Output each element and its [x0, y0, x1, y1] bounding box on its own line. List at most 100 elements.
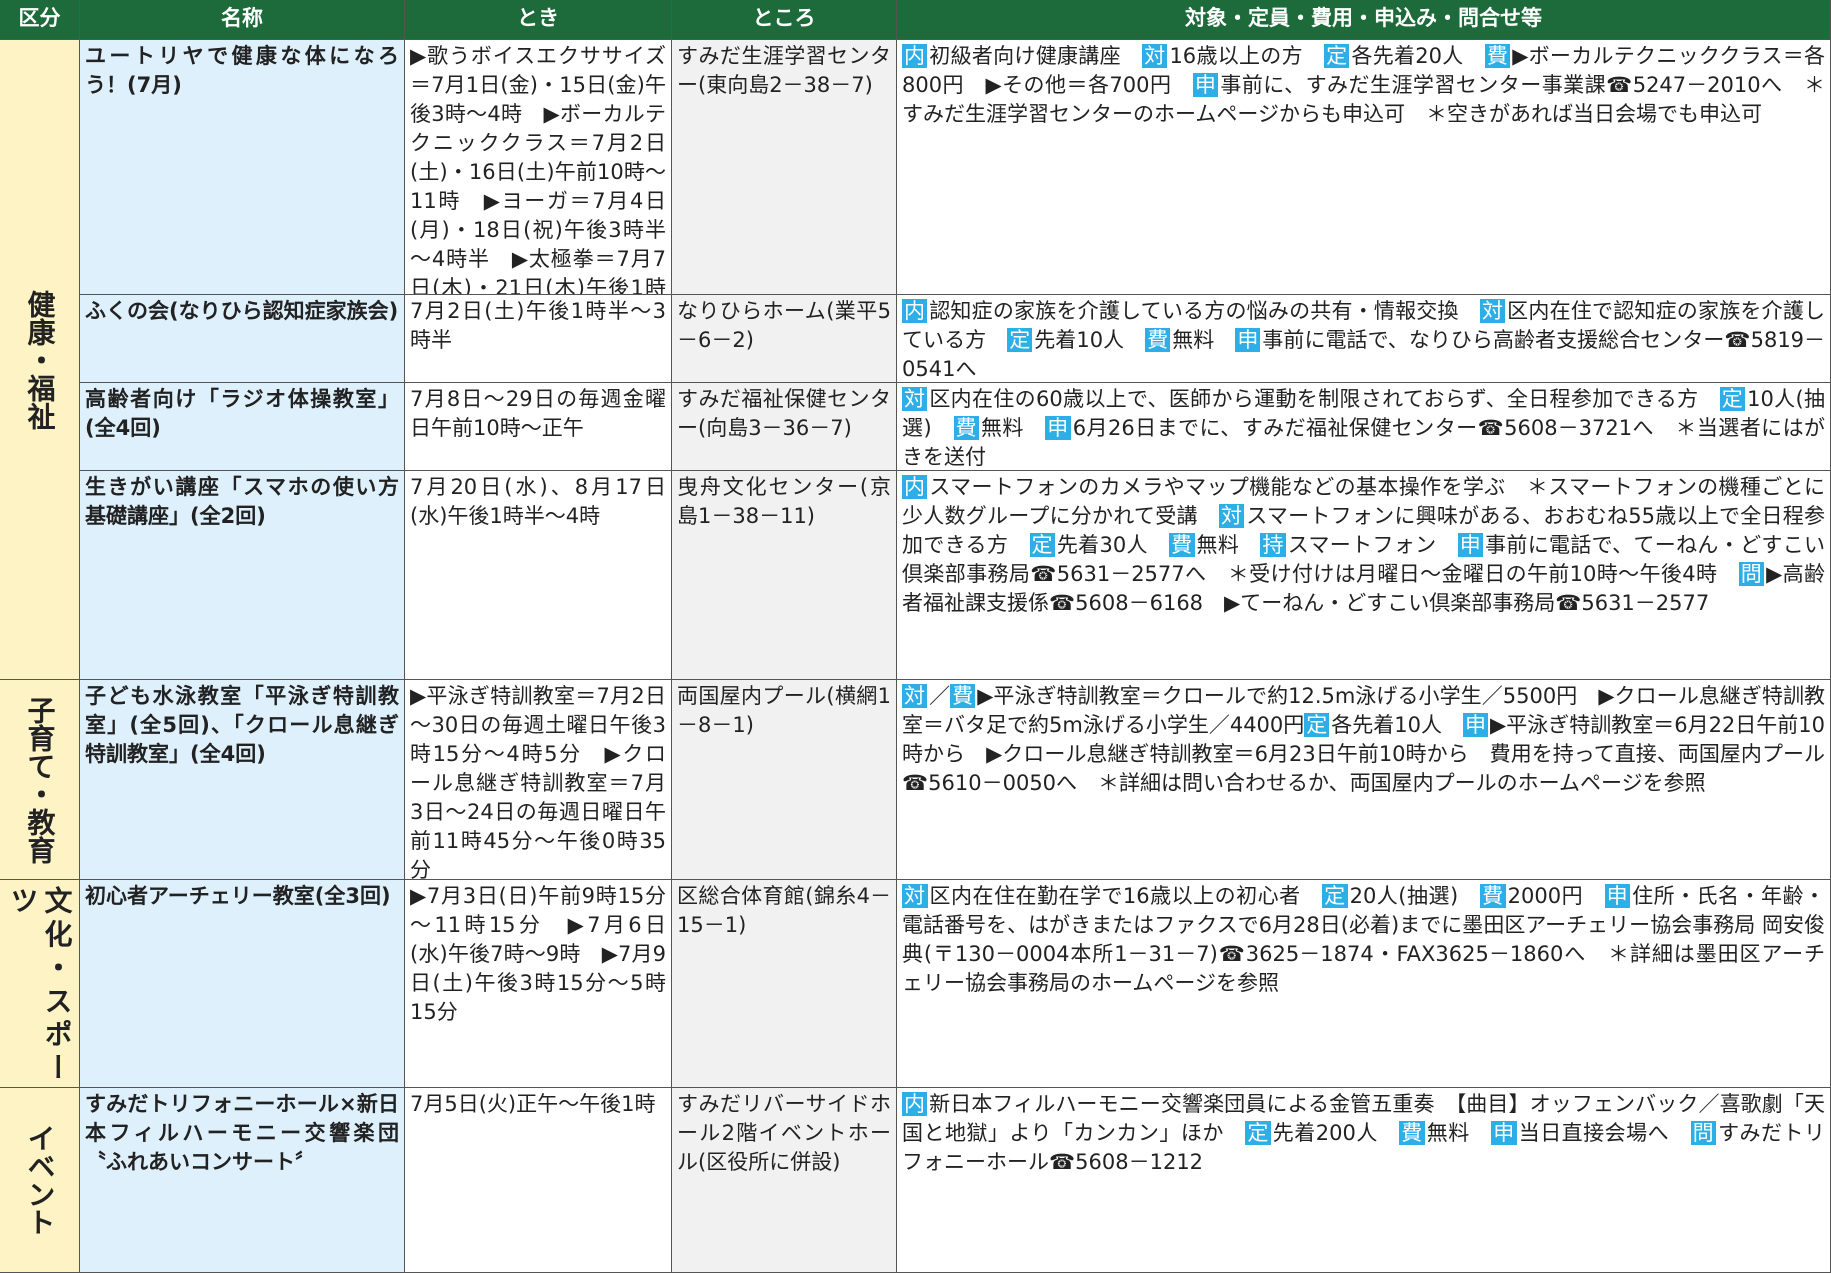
detail-tag: 定	[1007, 328, 1033, 352]
detail-text: 事前に電話で、なりひら高齢者支援総合センター☎5819－0541へ	[902, 328, 1826, 381]
detail-tag: 対	[902, 387, 928, 411]
detail-tag: 費	[1399, 1121, 1425, 1145]
detail-tag: 費	[950, 684, 976, 708]
detail-tag: 持	[1260, 533, 1286, 557]
header-cell: ところ	[672, 0, 897, 40]
detail-text: 各先着20人	[1351, 44, 1485, 68]
detail-text: 先着10人	[1034, 328, 1146, 352]
detail-text: 各先着10人	[1331, 713, 1464, 737]
detail-text: 新日本フィルハーモニー交響楽団員による金管五重奏 【曲目】オッフェンバック／喜歌…	[902, 1092, 1825, 1145]
detail-tag: 定	[1719, 387, 1746, 411]
event-name: 生きがい講座「スマホの使い方基礎講座」(全2回)	[80, 471, 405, 680]
event-name: 初心者アーチェリー教室(全3回)	[80, 880, 405, 1088]
detail-text: 無料	[1196, 533, 1261, 557]
detail-tag: 定	[1324, 44, 1350, 68]
event-details: 対区内在住在勤在学で16歳以上の初心者 定 20人(抽選) 費 2000円 申住所・…	[897, 880, 1831, 1088]
detail-tag: 申	[1463, 713, 1489, 737]
detail-tag: 内	[902, 44, 928, 68]
event-time: 7月8日～29日の毎週金曜日午前10時～正午	[405, 383, 672, 471]
detail-tag: 対	[902, 884, 928, 908]
detail-text: スマートフォンのカメラやマップ機能などの基本操作を学ぶ ＊スマートフォンの機種ご…	[902, 475, 1825, 528]
detail-text: 無料	[980, 416, 1046, 440]
detail-text: 事前に、すみだ生涯学習センター事業課☎5247－2010へ ＊すみだ生涯学習セン…	[902, 73, 1825, 126]
event-details: 対区内在住の60歳以上で、医師から運動を制限されておらず、全日程参加できる方 定…	[897, 383, 1831, 471]
category-cell: 文化・スポーツ	[0, 880, 80, 1088]
detail-tag: 申	[1604, 884, 1631, 908]
detail-text: 無料	[1172, 328, 1236, 352]
detail-tag: 申	[1457, 533, 1484, 557]
detail-text: 当日直接会場へ	[1518, 1121, 1691, 1145]
detail-tag: 費	[1145, 328, 1171, 352]
detail-tag: 対	[1142, 44, 1168, 68]
event-place: すみだリバーサイドホール2階イベントホール(区役所に併設)	[672, 1088, 897, 1273]
detail-text: 6月26日までに、すみだ福祉保健センター☎5608－3721へ ＊当選者にはがき…	[902, 416, 1826, 469]
detail-text: すみだトリフォニーホール☎5608－1212	[902, 1121, 1826, 1174]
detail-tag: 費	[1480, 884, 1506, 908]
detail-tag: 定	[1322, 884, 1348, 908]
detail-tag: 申	[1045, 416, 1071, 440]
detail-text: 2000円	[1507, 884, 1605, 908]
detail-text: ／	[929, 684, 951, 708]
detail-tag: 対	[1218, 504, 1245, 528]
detail-tag: 定	[1029, 533, 1055, 557]
header-cell: 対象・定員・費用・申込み・問合せ等	[897, 0, 1831, 40]
detail-text: 区内在住の60歳以上で、医師から運動を制限されておらず、全日程参加できる方	[929, 387, 1720, 411]
detail-text: 先着200人	[1272, 1121, 1400, 1145]
event-name: ユートリヤで健康な体になろう！(7月)	[80, 40, 405, 295]
detail-text: 先着30人	[1056, 533, 1170, 557]
event-place: 区総合体育館(錦糸4－15－1)	[672, 880, 897, 1088]
event-name: すみだトリフォニーホール×新日本フィルハーモニー交響楽団〝ふれあいコンサート〞	[80, 1088, 405, 1273]
detail-text: 10人(抽選)	[902, 387, 1825, 440]
detail-text: 住所・氏名・年齢・電話番号を、はがきまたはファクスで6月28日(必着)までに墨田…	[902, 884, 1826, 995]
detail-tag: 内	[902, 1092, 928, 1116]
event-place: 両国屋内プール(横網1－8－1)	[672, 680, 897, 880]
header-cell: とき	[405, 0, 672, 40]
event-time: ▶平泳ぎ特訓教室＝7月2日～30日の毎週土曜日午後3時15分～4時5分 ▶クロー…	[405, 680, 672, 880]
detail-text: ▶平泳ぎ特訓教室＝6月22日午前10時から ▶クロール息継ぎ特訓教室＝6月23日…	[902, 713, 1826, 795]
event-place: すみだ生涯学習センター(東向島2－38－7)	[672, 40, 897, 295]
event-place: すみだ福祉保健センター(向島3－36－7)	[672, 383, 897, 471]
event-name: 子ども水泳教室「平泳ぎ特訓教室」(全5回)、「クロール息継ぎ特訓教室」(全4回)	[80, 680, 405, 880]
detail-tag: 申	[1491, 1121, 1517, 1145]
category-label: 文化・スポーツ	[6, 886, 74, 1081]
detail-text: 区内在住で認知症の家族を介護している方	[902, 299, 1826, 352]
detail-tag: 対	[902, 684, 928, 708]
detail-text: 区内在住在勤在学で16歳以上の初心者	[929, 884, 1323, 908]
category-label: 健康・福祉	[23, 289, 57, 430]
event-details: 対／費 ▶平泳ぎ特訓教室＝クロールで約12.5m泳げる小学生／5500円 ▶クロー…	[897, 680, 1831, 880]
event-details: 内初級者向け健康講座 対 16歳以上の方 定各先着20人 費 ▶ボーカルテクニックク…	[897, 40, 1831, 295]
detail-tag: 問	[1690, 1121, 1717, 1145]
detail-tag: 申	[1192, 73, 1219, 97]
detail-tag: 対	[1479, 299, 1506, 323]
header-cell: 名称	[80, 0, 405, 40]
detail-text: 20人(抽選)	[1349, 884, 1481, 908]
header-cell: 区分	[0, 0, 80, 40]
event-details: 内スマートフォンのカメラやマップ機能などの基本操作を学ぶ ＊スマートフォンの機種…	[897, 471, 1831, 680]
detail-text: スマートフォンに興味がある、おおむね55歳以上で全日程参加できる方	[902, 504, 1826, 557]
detail-text: 認知症の家族を介護している方の悩みの共有・情報交換	[929, 299, 1480, 323]
detail-tag: 費	[953, 416, 979, 440]
event-time: 7月20日(水)、8月17日(水)午後1時半～4時	[405, 471, 672, 680]
detail-tag: 内	[902, 299, 928, 323]
event-name: ふくの会(なりひら認知症家族会)	[80, 295, 405, 383]
detail-tag: 定	[1304, 713, 1330, 737]
category-cell: 健康・福祉	[0, 40, 80, 680]
detail-text: 初級者向け健康講座	[929, 44, 1143, 68]
category-label: イベント	[23, 1124, 57, 1236]
event-time: ▶歌うボイスエクササイズ＝7月1日(金)・15日(金)午後3時～4時 ▶ボーカル…	[405, 40, 672, 295]
category-label: 子育て・教育	[23, 695, 57, 864]
event-place: 曳舟文化センター(京島1－38－11)	[672, 471, 897, 680]
detail-text: 無料	[1426, 1121, 1492, 1145]
detail-tag: 申	[1235, 328, 1261, 352]
detail-text: 事前に電話で、てーねん・どすこい倶楽部事務局☎5631－2577へ ＊受け付けは…	[902, 533, 1826, 586]
event-time: ▶7月3日(日)午前9時15分～11時15分 ▶7月6日(水)午後7時～9時 ▶…	[405, 880, 672, 1088]
event-time: 7月5日(火)正午～午後1時	[405, 1088, 672, 1273]
category-cell: 子育て・教育	[0, 680, 80, 880]
event-details: 内新日本フィルハーモニー交響楽団員による金管五重奏 【曲目】オッフェンバック／喜…	[897, 1088, 1831, 1273]
detail-tag: 内	[902, 475, 928, 499]
detail-text: ▶高齢者福祉課支援係☎5608－6168 ▶てーねん・どすこい倶楽部事務局☎56…	[902, 562, 1826, 615]
detail-tag: 費	[1484, 44, 1511, 68]
detail-text: 16歳以上の方	[1169, 44, 1325, 68]
detail-text: ▶平泳ぎ特訓教室＝クロールで約12.5m泳げる小学生／5500円 ▶クロール息継…	[902, 684, 1826, 737]
